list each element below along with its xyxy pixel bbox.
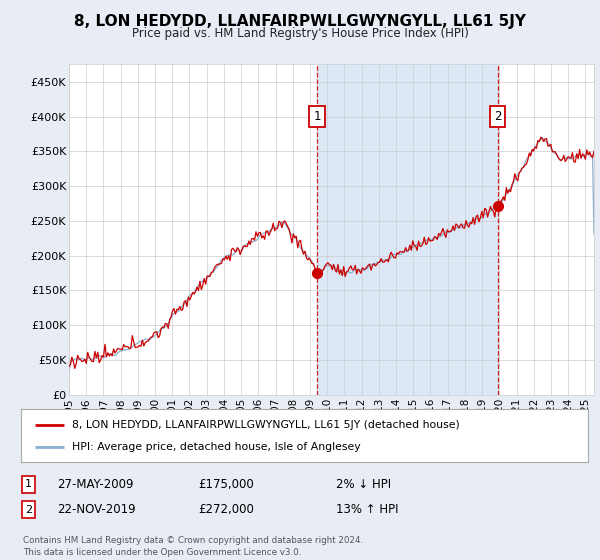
Text: 8, LON HEDYDD, LLANFAIRPWLLGWYNGYLL, LL61 5JY: 8, LON HEDYDD, LLANFAIRPWLLGWYNGYLL, LL6… <box>74 14 526 29</box>
Text: 2% ↓ HPI: 2% ↓ HPI <box>336 478 391 491</box>
Text: 1: 1 <box>25 479 32 489</box>
Text: 27-MAY-2009: 27-MAY-2009 <box>57 478 133 491</box>
Text: 22-NOV-2019: 22-NOV-2019 <box>57 503 136 516</box>
Text: £272,000: £272,000 <box>198 503 254 516</box>
Bar <box>317 64 497 395</box>
Text: 2: 2 <box>494 110 502 123</box>
Text: HPI: Average price, detached house, Isle of Anglesey: HPI: Average price, detached house, Isle… <box>72 442 361 452</box>
Text: 8, LON HEDYDD, LLANFAIRPWLLGWYNGYLL, LL61 5JY (detached house): 8, LON HEDYDD, LLANFAIRPWLLGWYNGYLL, LL6… <box>72 420 460 430</box>
Text: Contains HM Land Registry data © Crown copyright and database right 2024.
This d: Contains HM Land Registry data © Crown c… <box>23 536 363 557</box>
Text: 13% ↑ HPI: 13% ↑ HPI <box>336 503 398 516</box>
Text: 2: 2 <box>25 505 32 515</box>
Text: 1: 1 <box>313 110 321 123</box>
Text: £175,000: £175,000 <box>198 478 254 491</box>
Text: Price paid vs. HM Land Registry's House Price Index (HPI): Price paid vs. HM Land Registry's House … <box>131 27 469 40</box>
